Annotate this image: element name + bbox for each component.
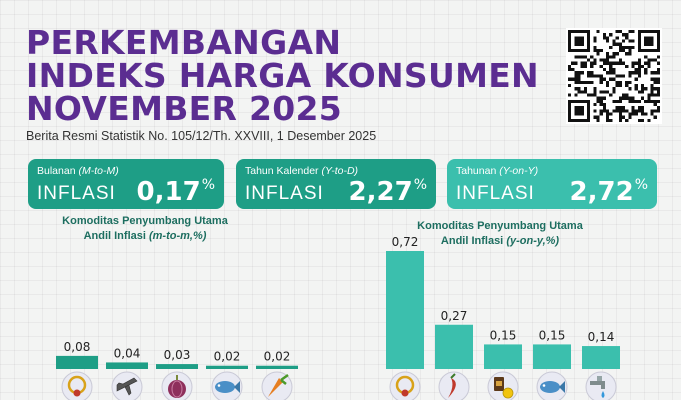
gold-jewelry-icon bbox=[61, 371, 93, 400]
water-tap-icon bbox=[585, 371, 617, 400]
bar bbox=[435, 324, 473, 369]
inflation-card-ytd: Tahun Kalender (Y-to-D) INFLASI 2,27% bbox=[236, 159, 436, 209]
chart-yoy: 0,72 0,27 0,15 0,15 0,14 bbox=[386, 235, 620, 400]
inflation-card-yearly: Tahunan (Y-on-Y) INFLASI 2,72% bbox=[447, 159, 657, 209]
bar-value-label: 0,15 bbox=[539, 328, 566, 342]
card-value: 2,27% bbox=[348, 177, 427, 207]
title-line-1: PERKEMBANGAN bbox=[26, 23, 342, 62]
bar bbox=[582, 346, 620, 369]
title-line-2: INDEKS HARGA KONSUMEN bbox=[26, 56, 539, 95]
bar-value-label: 0,02 bbox=[264, 350, 291, 364]
bar bbox=[206, 365, 248, 369]
bar-value-label: 0,08 bbox=[64, 340, 91, 354]
card-type-label: INFLASI bbox=[456, 183, 535, 204]
title-line-3: NOVEMBER 2025 bbox=[26, 89, 343, 128]
chart-mtm: 0,08 0,04 0,03 0,02 0,02 bbox=[56, 340, 298, 400]
bar-value-label: 0,14 bbox=[588, 330, 615, 344]
fish-icon bbox=[536, 371, 568, 400]
bar-value-label: 0,27 bbox=[441, 309, 468, 323]
qr-code-icon[interactable] bbox=[566, 28, 662, 124]
bar bbox=[156, 364, 198, 369]
bar bbox=[533, 344, 571, 369]
card-type-label: INFLASI bbox=[245, 183, 324, 204]
page-subtitle: Berita Resmi Statistik No. 105/12/Th. XX… bbox=[26, 129, 377, 143]
chart-yoy-title: Komoditas Penyumbang Utama Andil Inflasi… bbox=[417, 220, 583, 247]
bar bbox=[256, 365, 298, 369]
card-value: 0,17% bbox=[136, 177, 215, 207]
bar bbox=[386, 251, 424, 369]
fish-icon bbox=[211, 371, 243, 400]
bar-value-label: 0,04 bbox=[114, 346, 141, 360]
page-title: PERKEMBANGAN INDEKS HARGA KONSUMEN NOVEM… bbox=[26, 26, 546, 125]
bar bbox=[106, 362, 148, 369]
airplane-icon bbox=[111, 371, 143, 400]
bar-value-label: 0,02 bbox=[214, 350, 241, 364]
bar bbox=[484, 344, 522, 369]
coffee-icon bbox=[487, 371, 519, 400]
inflation-card-monthly: Bulanan (M-to-M) INFLASI 0,17% bbox=[28, 159, 224, 209]
card-type-label: INFLASI bbox=[37, 183, 116, 204]
card-period-label: Bulanan (M-to-M) bbox=[37, 165, 119, 177]
shallot-icon bbox=[161, 371, 193, 400]
chili-icon bbox=[438, 371, 470, 400]
bar-value-label: 0,03 bbox=[164, 348, 191, 362]
bar-value-label: 0,15 bbox=[490, 328, 517, 342]
card-period-label: Tahun Kalender (Y-to-D) bbox=[245, 165, 359, 177]
card-value: 2,72% bbox=[569, 177, 648, 207]
bar-value-label: 0,72 bbox=[392, 235, 419, 249]
gold-jewelry-icon bbox=[389, 371, 421, 400]
chart-mtm-title: Komoditas Penyumbang Utama Andil Inflasi… bbox=[62, 215, 228, 242]
bar bbox=[56, 355, 98, 369]
carrot-icon bbox=[261, 371, 293, 400]
card-period-label: Tahunan (Y-on-Y) bbox=[456, 165, 539, 177]
